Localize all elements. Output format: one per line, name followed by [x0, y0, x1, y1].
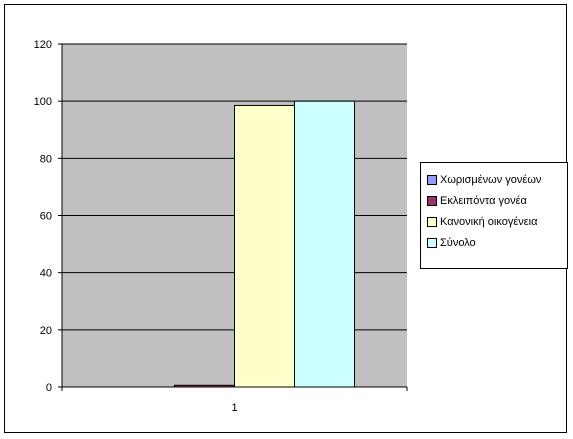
legend-label: Κανονική οικογένεια — [440, 215, 538, 228]
legend-item: Εκλειπόντα γονέα — [427, 190, 567, 211]
legend-swatch — [427, 237, 437, 248]
y-tick-label: 20 — [40, 325, 52, 337]
legend-item: Κανονική οικογένεια — [427, 211, 567, 232]
legend-item: Σύνολο — [427, 232, 567, 253]
y-tick-label: 100 — [34, 96, 52, 108]
y-tick-label: 120 — [34, 39, 52, 51]
legend-label: Εκλειπόντα γονέα — [440, 194, 527, 207]
bar-4 — [294, 100, 355, 388]
legend-item: Χωρισμένων γονέων — [427, 169, 567, 190]
legend-swatch — [427, 174, 437, 185]
y-tick-label: 40 — [40, 268, 52, 280]
x-tick-label: 1 — [231, 402, 237, 414]
legend-swatch — [427, 195, 437, 206]
y-tick-label: 80 — [40, 153, 52, 165]
legend-label: Σύνολο — [440, 236, 476, 249]
y-tick-label: 0 — [46, 382, 52, 394]
y-tick-label: 60 — [40, 211, 52, 223]
chart-legend: Χωρισμένων γονέων Εκλειπόντα γονέα Κανονικ… — [420, 162, 568, 269]
bar-3 — [234, 104, 295, 388]
legend-swatch — [427, 216, 437, 227]
legend-label: Χωρισμένων γονέων — [440, 173, 542, 186]
